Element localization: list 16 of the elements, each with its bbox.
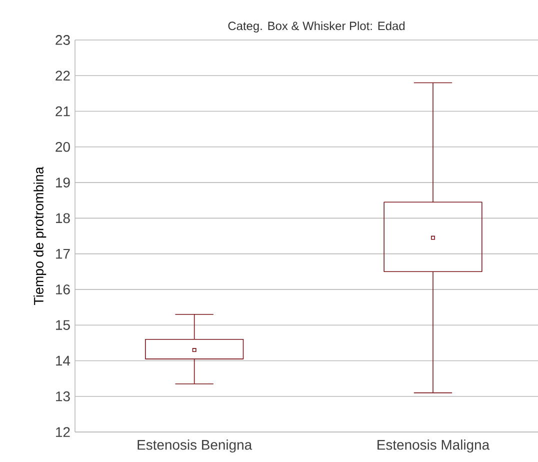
y-tick-label: 14 — [56, 356, 70, 366]
x-tick-label: Estenosis Maligna — [378, 440, 490, 453]
y-tick-label: 15 — [56, 320, 70, 330]
y-tick-label: 18 — [56, 213, 70, 224]
y-axis-title: Tiempo de protrombina — [34, 166, 46, 305]
chart-title: Categ. Box & Whisker Plot: Edad — [228, 21, 405, 32]
y-tick-label: 19 — [56, 178, 70, 188]
y-tick-label: 16 — [56, 284, 70, 294]
y-tick-label: 22 — [56, 70, 70, 80]
y-tick-label: 12 — [56, 427, 70, 437]
y-tick-label: 23 — [56, 35, 70, 45]
y-tick-label: 13 — [56, 391, 70, 402]
y-tick-label: 17 — [56, 249, 70, 259]
y-tick-label: 21 — [56, 106, 70, 116]
y-tick-label: 20 — [56, 142, 70, 152]
x-tick-label: Estenosis Benigna — [138, 440, 252, 453]
